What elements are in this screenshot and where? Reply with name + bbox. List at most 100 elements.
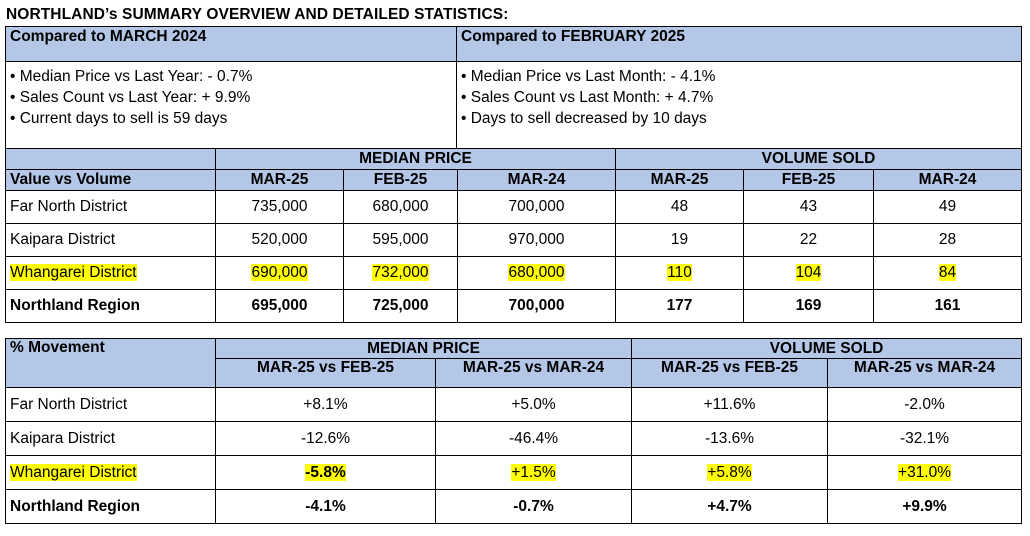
column-header: MAR-25 vs FEB-25 bbox=[215, 358, 436, 388]
table-row-total: Northland Region -4.1% -0.7% +4.7% +9.9% bbox=[5, 489, 1023, 524]
summary-bullet: • Current days to sell is 59 days bbox=[10, 110, 228, 127]
table-cell: 177 bbox=[615, 289, 744, 323]
summary-table: Compared to MARCH 2024 Compared to FEBRU… bbox=[5, 26, 1022, 154]
highlighted-text: 680,000 bbox=[508, 264, 565, 281]
table-row: Far North District +8.1% +5.0% +11.6% -2… bbox=[5, 387, 1023, 422]
table-cell: 19 bbox=[615, 223, 744, 257]
row-label: Whangarei District bbox=[5, 256, 216, 290]
table-cell: 84 bbox=[873, 256, 1022, 290]
table-cell: -13.6% bbox=[631, 421, 829, 456]
column-header: MAR-25 vs MAR-24 bbox=[434, 358, 633, 388]
table-cell: 110 bbox=[615, 256, 744, 290]
table-cell: 22 bbox=[743, 223, 874, 257]
highlighted-text: Whangarei District bbox=[10, 463, 137, 481]
table-cell: +4.7% bbox=[631, 489, 829, 524]
summary-bullet: • Median Price vs Last Year: - 0.7% bbox=[10, 68, 253, 85]
table-cell: +11.6% bbox=[631, 387, 829, 422]
table-cell: -32.1% bbox=[827, 421, 1023, 456]
table-cell: +9.9% bbox=[827, 489, 1023, 524]
table-row: Kaipara District -12.6% -46.4% -13.6% -3… bbox=[5, 421, 1023, 456]
group-volume-sold: VOLUME SOLD bbox=[615, 148, 1022, 170]
column-header: MAR-25 vs FEB-25 bbox=[631, 358, 829, 388]
summary-left-heading: Compared to MARCH 2024 bbox=[5, 26, 457, 62]
table-cell: -12.6% bbox=[215, 421, 436, 456]
table-cell: 700,000 bbox=[457, 190, 616, 224]
table-row-total: Northland Region 695,000 725,000 700,000… bbox=[5, 289, 1022, 323]
highlighted-text: 732,000 bbox=[372, 264, 429, 281]
column-header-label: % Movement bbox=[5, 338, 216, 388]
table-cell: 970,000 bbox=[457, 223, 616, 257]
group-spacer bbox=[5, 148, 216, 170]
table-cell: 49 bbox=[873, 190, 1022, 224]
table-cell: 735,000 bbox=[215, 190, 344, 224]
table-cell: 700,000 bbox=[457, 289, 616, 323]
summary-bullet: • Days to sell decreased by 10 days bbox=[461, 110, 707, 127]
table-cell: 28 bbox=[873, 223, 1022, 257]
row-label: Kaipara District bbox=[5, 421, 216, 456]
page-title: NORTHLAND’s SUMMARY OVERVIEW AND DETAILE… bbox=[6, 6, 509, 23]
table-cell: 725,000 bbox=[343, 289, 458, 323]
value-volume-table: MEDIAN PRICE VOLUME SOLD Value vs Volume… bbox=[5, 148, 1022, 323]
table-cell: 43 bbox=[743, 190, 874, 224]
summary-bullet: • Sales Count vs Last Year: + 9.9% bbox=[10, 89, 251, 106]
column-header: MAR-24 bbox=[457, 169, 616, 191]
table-cell: -46.4% bbox=[434, 421, 633, 456]
table-cell: 104 bbox=[743, 256, 874, 290]
highlighted-text: +1.5% bbox=[511, 463, 556, 481]
table-cell: 169 bbox=[743, 289, 874, 323]
table-row: Whangarei District 690,000 732,000 680,0… bbox=[5, 256, 1022, 290]
table-row: Far North District 735,000 680,000 700,0… bbox=[5, 190, 1022, 224]
row-label: Far North District bbox=[5, 387, 216, 422]
highlighted-text: +5.8% bbox=[707, 463, 752, 481]
table-cell: 48 bbox=[615, 190, 744, 224]
summary-bullet: • Median Price vs Last Month: - 4.1% bbox=[461, 68, 716, 85]
table-cell: -5.8% bbox=[215, 455, 436, 490]
group-median-price: MEDIAN PRICE bbox=[214, 338, 633, 359]
table-cell: 690,000 bbox=[215, 256, 344, 290]
table-row: Kaipara District 520,000 595,000 970,000… bbox=[5, 223, 1022, 257]
group-median-price: MEDIAN PRICE bbox=[215, 148, 616, 170]
table-cell: 595,000 bbox=[343, 223, 458, 257]
summary-left-bullets: • Median Price vs Last Year: - 0.7% • Sa… bbox=[5, 61, 457, 154]
highlighted-text: Whangarei District bbox=[10, 264, 137, 281]
table-row: Whangarei District -5.8% +1.5% +5.8% +31… bbox=[5, 455, 1023, 490]
group-volume-sold: VOLUME SOLD bbox=[631, 338, 1023, 359]
row-label: Northland Region bbox=[5, 489, 216, 524]
highlighted-text: +31.0% bbox=[898, 463, 952, 481]
table-cell: 680,000 bbox=[457, 256, 616, 290]
highlighted-text: 104 bbox=[795, 264, 822, 281]
column-header: MAR-24 bbox=[873, 169, 1022, 191]
table-cell: 695,000 bbox=[215, 289, 344, 323]
table-cell: 520,000 bbox=[215, 223, 344, 257]
table-cell: 161 bbox=[873, 289, 1022, 323]
summary-right-heading: Compared to FEBRUARY 2025 bbox=[456, 26, 1022, 62]
summary-bullet: • Sales Count vs Last Month: + 4.7% bbox=[461, 89, 714, 106]
table-cell: +1.5% bbox=[434, 455, 633, 490]
highlighted-text: 84 bbox=[938, 264, 957, 281]
table-cell: 732,000 bbox=[343, 256, 458, 290]
row-label: Kaipara District bbox=[5, 223, 216, 257]
column-header: MAR-25 vs MAR-24 bbox=[827, 358, 1023, 388]
table-cell: -2.0% bbox=[827, 387, 1023, 422]
highlighted-text: 110 bbox=[667, 264, 692, 281]
table-cell: +8.1% bbox=[215, 387, 436, 422]
table-cell: -4.1% bbox=[215, 489, 436, 524]
table-cell: +5.0% bbox=[434, 387, 633, 422]
row-label: Far North District bbox=[5, 190, 216, 224]
column-header: FEB-25 bbox=[743, 169, 874, 191]
column-header-label: Value vs Volume bbox=[5, 169, 216, 191]
column-header: MAR-25 bbox=[215, 169, 344, 191]
row-label: Northland Region bbox=[5, 289, 216, 323]
column-header: MAR-25 bbox=[615, 169, 744, 191]
highlighted-text: 690,000 bbox=[251, 264, 308, 281]
table-cell: -0.7% bbox=[434, 489, 633, 524]
summary-right-bullets: • Median Price vs Last Month: - 4.1% • S… bbox=[456, 61, 1022, 154]
percent-movement-table: % Movement MEDIAN PRICE VOLUME SOLD MAR-… bbox=[5, 338, 1023, 524]
highlighted-text: -5.8% bbox=[305, 463, 346, 481]
table-cell: +31.0% bbox=[827, 455, 1023, 490]
table-cell: +5.8% bbox=[631, 455, 829, 490]
table-cell: 680,000 bbox=[343, 190, 458, 224]
column-header: FEB-25 bbox=[343, 169, 458, 191]
row-label: Whangarei District bbox=[5, 455, 216, 490]
